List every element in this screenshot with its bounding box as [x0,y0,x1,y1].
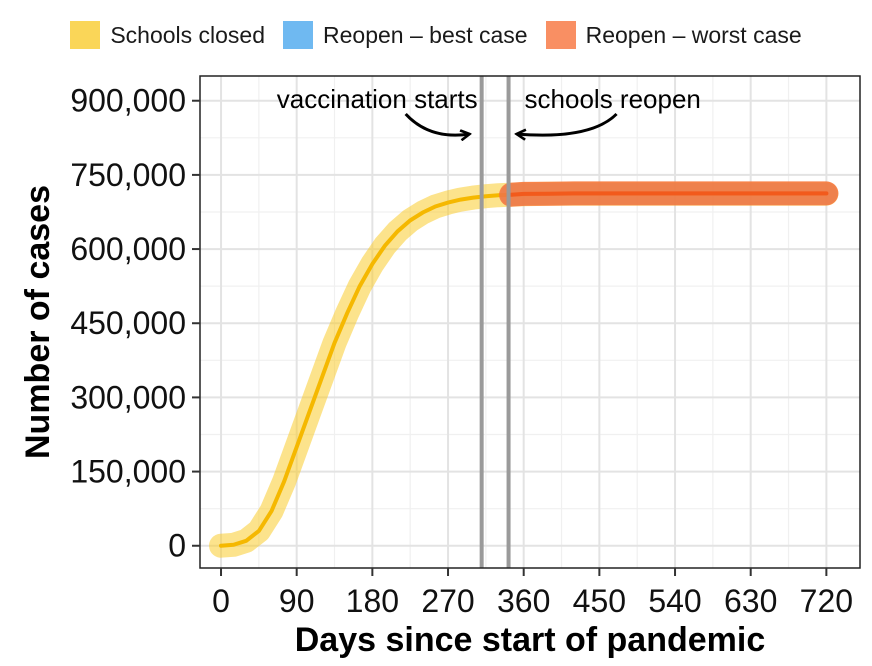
legend-swatch [545,21,576,49]
x-tick-label: 630 [724,583,777,619]
x-tick-label: 0 [212,583,230,619]
x-axis-title: Days since start of pandemic [295,621,766,659]
x-tick-label: 180 [346,583,399,619]
legend-label: Reopen – worst case [585,21,802,48]
legend-swatch [283,21,314,49]
grid [200,76,860,568]
legend: Schools closed Reopen – best case Reopen –… [0,16,872,54]
legend-item: Reopen – best case [283,21,528,49]
legend-swatch [70,21,101,49]
legend-label: Schools closed [110,21,266,48]
y-axis-title: Number of cases [19,185,57,459]
legend-item: Reopen – worst case [545,21,802,49]
plot-panel-border [199,75,861,569]
x-tick-label: 720 [800,583,853,619]
y-tick-label: 300,000 [70,379,186,415]
annotations: vaccination starts schools reopen [277,84,701,135]
x-tick-label: 540 [648,583,701,619]
y-tick-label: 600,000 [70,231,186,267]
annotation-arrow-right [517,112,618,135]
annotation-schools-reopen: schools reopen [525,84,701,114]
x-tick-label: 360 [497,583,550,619]
annotation-arrow-left [404,112,470,135]
series-reopen-worst-line [509,191,829,197]
legend-item: Schools closed [70,21,265,49]
x-tick-label: 270 [421,583,474,619]
y-tick-label: 150,000 [70,454,186,490]
y-tick-label: 0 [168,528,186,564]
legend-label: Reopen – best case [323,21,528,48]
axis-ticks: 0 150,000 300,000 450,000 600,000 750,000 900,… [70,83,853,619]
vline-layer [479,76,511,568]
y-tick-label: 750,000 [70,157,186,193]
x-tick-label: 90 [279,583,315,619]
series-layer [209,181,839,558]
y-tick-label: 450,000 [70,305,186,341]
x-tick-label: 450 [573,583,626,619]
annotation-vaccination-starts: vaccination starts [277,84,478,114]
y-tick-label: 900,000 [70,83,186,119]
